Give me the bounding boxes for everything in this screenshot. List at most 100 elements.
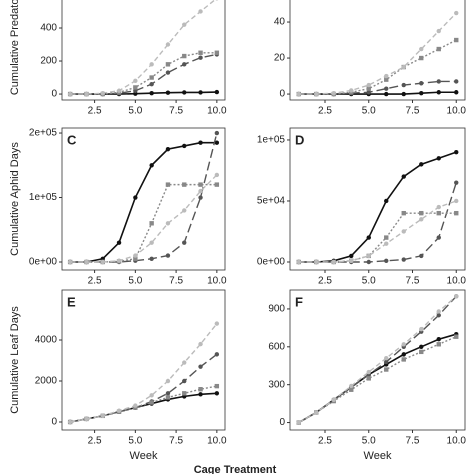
point: [454, 210, 459, 216]
point: [384, 91, 389, 97]
y-tick-label: 0e+00: [257, 257, 286, 268]
point: [182, 182, 187, 187]
y-tick-label: 1e+05: [29, 192, 58, 203]
x-tick-label: 2.5: [318, 276, 332, 287]
point: [366, 82, 371, 88]
point: [182, 62, 187, 67]
point: [454, 10, 459, 16]
point: [214, 140, 220, 145]
point: [198, 195, 203, 200]
x-tick-label: 7.5: [169, 276, 183, 287]
point: [454, 149, 459, 155]
panel-letter: C: [67, 132, 77, 147]
point: [401, 229, 406, 234]
point: [133, 253, 138, 258]
y-tick-label: 900: [268, 304, 285, 315]
point: [436, 337, 441, 342]
point: [198, 188, 203, 194]
point: [214, 383, 220, 389]
point: [384, 359, 389, 365]
series-line: [70, 0, 216, 95]
series-line: [70, 174, 218, 263]
point: [419, 253, 424, 259]
point: [198, 392, 203, 397]
point: [67, 91, 73, 97]
point: [149, 75, 154, 80]
series-line: [298, 336, 457, 424]
point: [401, 210, 406, 216]
point: [314, 259, 319, 265]
point: [182, 53, 187, 59]
point: [116, 408, 122, 413]
plot-frame: [289, 0, 466, 101]
point: [165, 90, 171, 95]
point: [384, 77, 389, 82]
series-line: [298, 295, 457, 424]
series-line: [298, 200, 457, 263]
point: [349, 253, 354, 259]
point: [436, 46, 441, 52]
point: [419, 344, 424, 350]
y-tick-label: 2e+05: [29, 128, 58, 139]
point: [133, 195, 138, 200]
point: [182, 22, 187, 27]
panel-letter: D: [295, 132, 304, 147]
point: [401, 91, 406, 97]
point: [165, 146, 171, 152]
x-tick-label: 10.0: [207, 106, 227, 117]
point: [436, 210, 441, 216]
x-tick-label: 2.5: [318, 106, 332, 117]
point: [198, 364, 203, 369]
y-tick-label: 1e+05: [257, 135, 286, 146]
point: [366, 369, 371, 375]
point: [454, 90, 459, 95]
point: [133, 88, 138, 93]
x-tick-label: 7.5: [406, 276, 420, 287]
x-tick-label: 7.5: [406, 436, 420, 447]
point: [214, 182, 220, 187]
point: [419, 210, 424, 216]
point: [331, 259, 336, 265]
point: [165, 70, 171, 75]
y-tick-label: 0: [279, 89, 285, 100]
y-tick-label: 2000: [35, 376, 58, 387]
point: [419, 55, 424, 61]
point: [182, 378, 187, 384]
point: [384, 367, 389, 372]
point: [182, 143, 187, 149]
point: [349, 387, 354, 392]
series-line: [298, 12, 457, 95]
y-tick-label: 5e+04: [257, 196, 286, 207]
x-tick-label: 2.5: [88, 106, 102, 117]
y-tick-label: 20: [274, 53, 286, 64]
point: [198, 50, 203, 55]
point: [296, 91, 301, 97]
point: [384, 258, 389, 263]
point: [116, 258, 122, 263]
x-tick-label: 10.0: [207, 436, 227, 447]
point: [182, 90, 187, 95]
point: [165, 395, 171, 400]
point: [401, 64, 406, 70]
point: [384, 86, 389, 91]
point: [366, 235, 371, 240]
point: [149, 163, 154, 168]
point: [214, 391, 220, 396]
y-axis-label: Cumulative Predator: [9, 0, 21, 95]
panel-letter: F: [295, 294, 303, 309]
series-line: [70, 385, 217, 423]
point: [116, 88, 122, 93]
point: [401, 357, 406, 362]
point: [165, 253, 171, 258]
x-tick-label: 5.0: [128, 436, 142, 447]
point: [384, 73, 389, 79]
series-line: [70, 91, 217, 95]
x-tick-label: 10.0: [447, 276, 467, 287]
point: [436, 28, 441, 34]
point: [198, 140, 203, 145]
point: [149, 256, 154, 261]
point: [182, 391, 187, 396]
point: [182, 240, 187, 245]
y-tick-label: 400: [40, 23, 57, 34]
